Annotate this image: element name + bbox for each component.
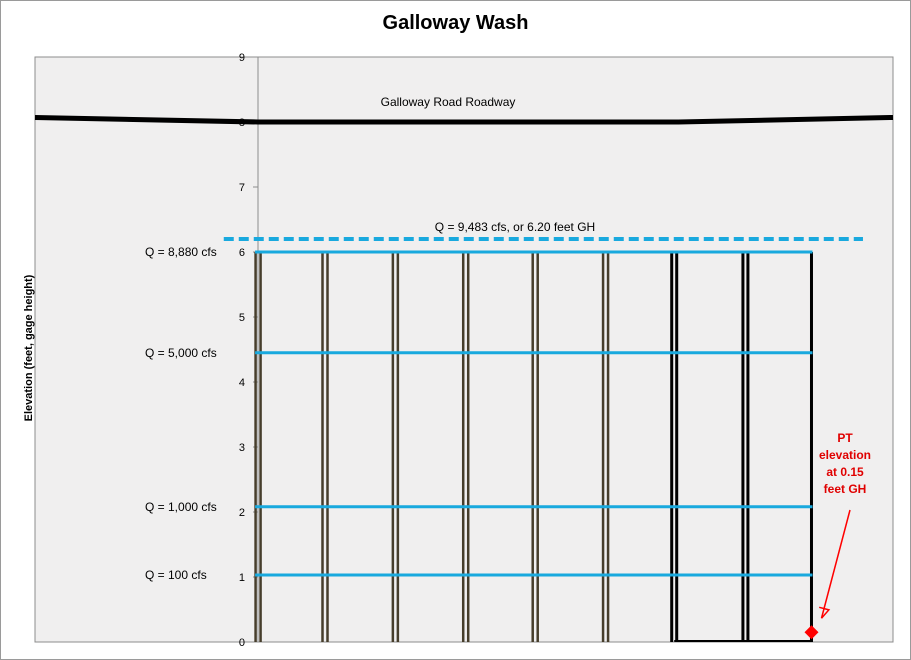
y-tick-label: 3: [239, 442, 245, 454]
pt-arrow-head: [819, 606, 831, 619]
y-tick-label: 5: [239, 312, 245, 324]
flow-line-label: Q = 1,000 cfs: [145, 500, 217, 514]
y-tick-label: 1: [239, 572, 245, 584]
roadway-line: [34, 114, 894, 125]
y-tick-label: 6: [239, 247, 245, 259]
flow-line-label: Q = 100 cfs: [145, 568, 207, 582]
flow-line-label: Q = 8,880 cfs: [145, 245, 217, 259]
pt-annotation-text: at 0.15: [826, 465, 864, 479]
pt-arrow: [820, 509, 851, 619]
y-tick-label: 9: [239, 52, 245, 64]
y-tick-label: 0: [239, 637, 245, 649]
y-tick-label: 2: [239, 507, 245, 519]
flow-line-label: Q = 5,000 cfs: [145, 346, 217, 360]
y-tick-label: 4: [239, 377, 245, 389]
pt-marker: [804, 625, 819, 640]
flood-line-label: Q = 9,483 cfs, or 6.20 feet GH: [435, 220, 595, 234]
pt-annotation-text: elevation: [819, 448, 871, 462]
roadway-label: Galloway Road Roadway: [381, 95, 516, 109]
pt-annotation-text: PT: [837, 431, 853, 445]
pt-annotation-text: feet GH: [824, 482, 867, 496]
chart-title: Galloway Wash: [382, 12, 529, 34]
y-tick-label: 7: [239, 182, 245, 194]
